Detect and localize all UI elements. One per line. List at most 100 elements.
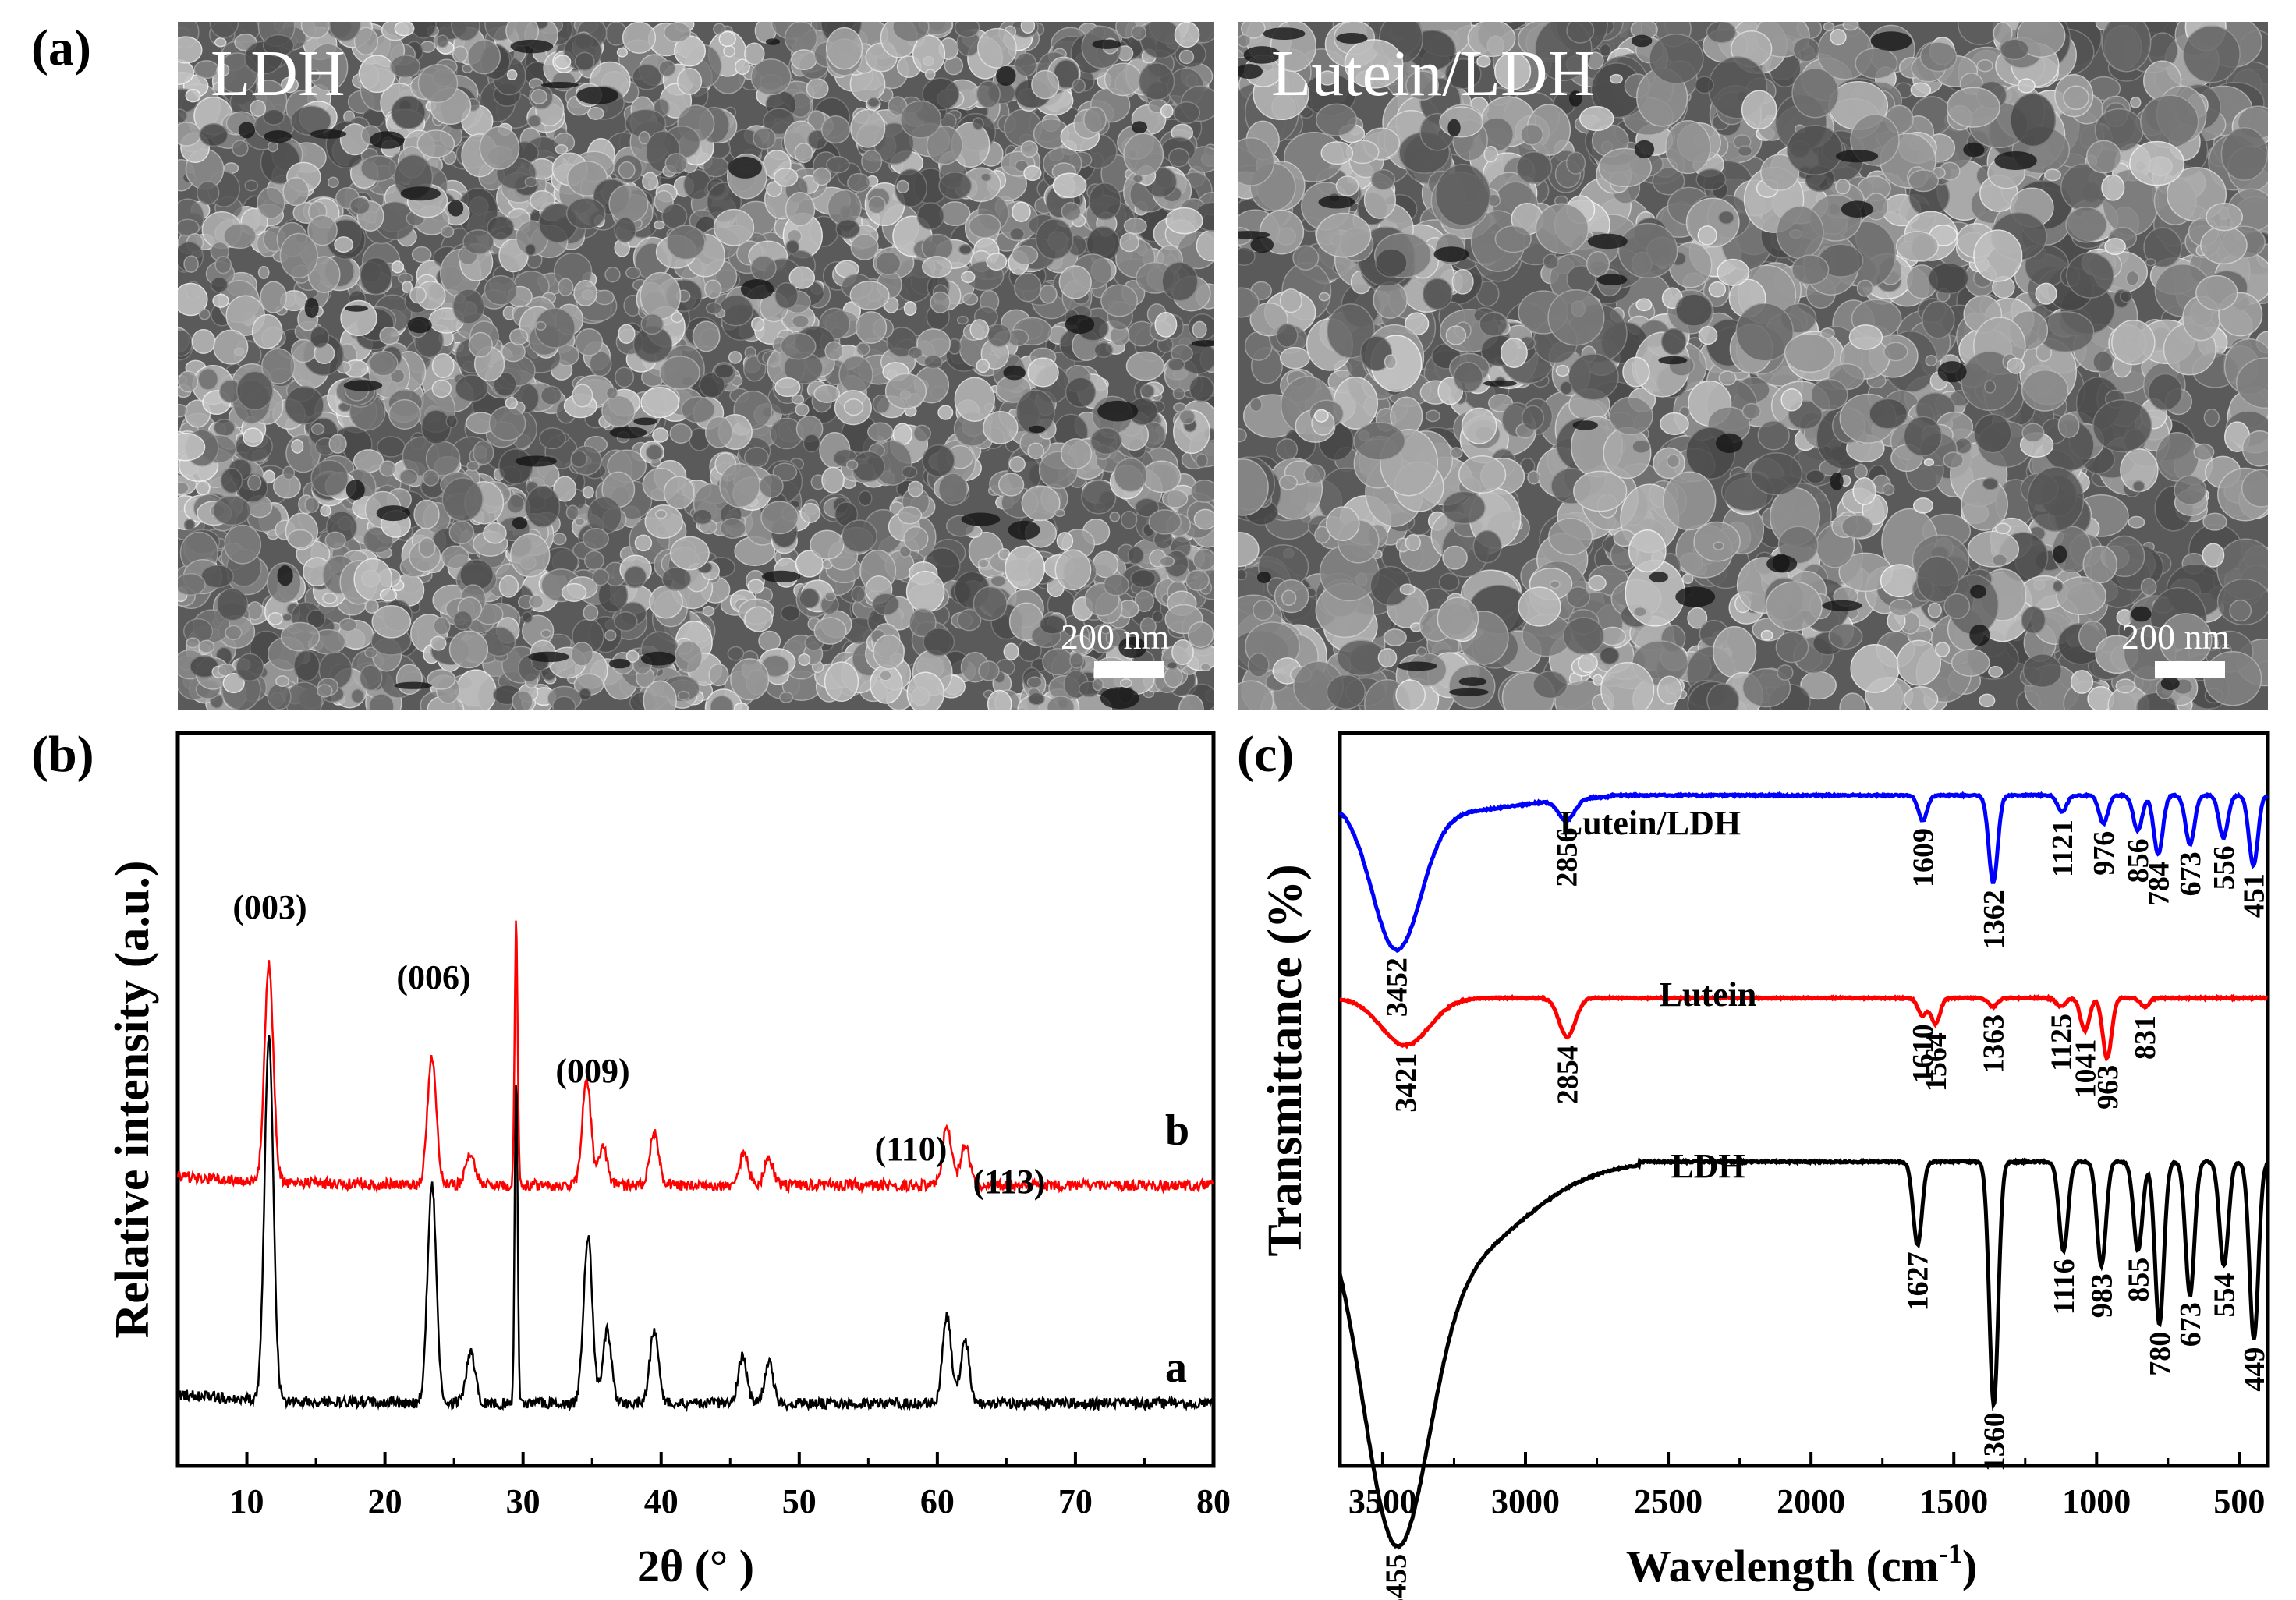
sem-grain [1706,22,1737,44]
sem-grain [570,450,588,468]
ftir-band-label: 1362 [1978,890,2011,949]
sem-grain [1383,628,1407,646]
sem-grain [2063,85,2089,111]
sem-grain [708,663,729,687]
sem-grain [676,67,703,95]
sem-grain [535,320,547,331]
sem-grain [1241,22,1266,39]
sem-grain [1712,625,1757,678]
ftir-band-label: 1121 [2046,819,2079,877]
ftir-band-label: 554 [2209,1273,2241,1318]
sem-grain [1632,606,1648,618]
sem-pore [510,39,554,54]
sem-grain [903,301,917,317]
sem-grain [632,64,662,90]
sem-grain [2202,543,2225,568]
sem-grain [2241,430,2268,467]
sem-grain [718,30,736,48]
sem-grain [1003,642,1019,660]
sem-pore [740,279,774,299]
sem-grain [912,424,931,442]
sem-grain [2202,512,2227,531]
sem-grain [969,319,990,340]
sem-grain [1889,598,1913,617]
sem-grain [1318,292,1330,302]
sem-grain [540,628,552,639]
sem-grain [1662,471,1717,531]
sem-grain [855,311,888,345]
sem-grain [430,635,447,651]
sem-grain [2182,25,2241,83]
sem-grain [280,621,321,652]
sem-grain [954,377,995,422]
sem-grain [847,172,871,193]
sem-pore [400,186,441,201]
sem-grain [1139,617,1157,635]
ftir-series-label-lutein: Lutein [1660,975,1757,1014]
sem-grain [1061,437,1093,469]
sem-pore [633,417,657,426]
sem-grain [2027,466,2085,533]
sem-grain [1132,174,1143,183]
sem-grain [1908,169,1940,193]
sem-grain [1100,284,1139,317]
sem-grain [247,474,262,491]
sem-grain [1159,555,1175,568]
sem-grain [1120,511,1138,529]
sem-grain [873,634,905,670]
sem-grain [671,312,683,324]
sem-pore [1318,195,1355,209]
sem-grain [468,331,493,358]
sem-grain [1855,47,1898,80]
sem-grain [250,99,267,118]
sem-pore [343,380,383,391]
sem-grain [484,274,518,306]
sem-grain [643,680,677,710]
sem-grain [214,37,227,48]
sem-grain [1927,602,1942,618]
sem-grain [987,323,1012,348]
xrd-x-tick-label: 50 [782,1482,817,1520]
sem-grain [388,398,421,430]
sem-pore [1658,356,1688,365]
sem-grain [2006,357,2025,374]
sem-grain [1326,674,1366,710]
sem-grain [1741,90,1777,130]
sem-grain [2092,398,2152,453]
sem-grain [185,89,201,103]
sem-grain [236,653,264,682]
sem-grain [2155,432,2199,482]
sem-grain [1518,586,1561,627]
sem-grain [565,197,606,230]
sem-grain [1708,281,1727,298]
sem-grain [578,687,592,701]
sem-grain [498,575,519,598]
sem-grain [1190,479,1214,504]
sem-grain [2021,606,2046,635]
sem-grain [908,346,923,359]
sem-pore [310,129,347,139]
sem-grain [900,100,942,139]
sem-grain [664,153,688,174]
sem-grain [1444,58,1482,90]
sem-grain [1238,246,1256,266]
sem-pore [1937,361,1967,383]
sem-grain [1476,55,1491,68]
sem-grain [583,604,599,621]
sem-grain [1922,300,1955,339]
sem-grain [907,480,923,497]
sem-grain [1735,303,1795,362]
sem-grain [1395,679,1426,710]
sem-grain [583,550,604,571]
sem-grain [498,448,533,485]
sem-pore [370,131,405,149]
sem-pore [448,200,464,217]
sem-grain [1527,470,1541,485]
sem-grain [526,114,542,128]
sem-grain [794,142,813,164]
sem-grain [1946,87,2000,128]
sem-grain [772,462,798,482]
xrd-x-tick-label: 10 [230,1482,264,1520]
sem-grain [1238,287,1260,318]
sem-grain [1167,661,1178,670]
